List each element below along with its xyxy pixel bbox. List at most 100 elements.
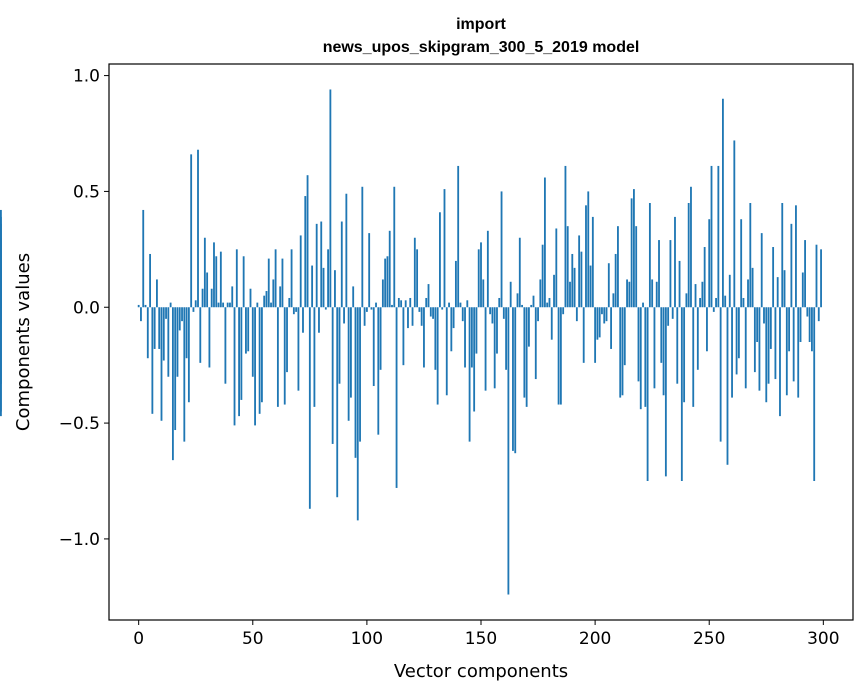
- bar: [427, 284, 430, 308]
- bar: [425, 297, 428, 308]
- bar: [231, 286, 234, 308]
- bar: [365, 307, 368, 312]
- bar: [322, 267, 325, 308]
- bar: [391, 304, 393, 308]
- y-tick-label: −1.0: [59, 530, 100, 550]
- bar: [375, 302, 377, 308]
- bar: [441, 307, 444, 310]
- bar: [270, 302, 272, 308]
- bar: [785, 307, 788, 396]
- bar: [760, 233, 763, 308]
- bar: [731, 307, 733, 398]
- bar: [820, 249, 822, 308]
- bar: [480, 242, 482, 308]
- bar: [546, 302, 549, 308]
- bar: [470, 307, 473, 368]
- x-tick-label: 100: [351, 629, 383, 649]
- bar: [548, 297, 551, 308]
- bar: [582, 307, 585, 363]
- bar: [804, 240, 806, 308]
- bar: [411, 307, 414, 326]
- bar: [653, 307, 656, 389]
- bar: [286, 307, 288, 373]
- bar: [249, 288, 252, 308]
- bar: [514, 307, 517, 454]
- bar: [329, 89, 332, 308]
- bar: [774, 307, 777, 380]
- bar: [263, 295, 266, 308]
- bar: [452, 307, 455, 329]
- bar: [185, 307, 188, 359]
- bar: [313, 307, 316, 407]
- bar: [537, 307, 539, 322]
- bar: [395, 307, 398, 488]
- bar: [334, 270, 336, 308]
- bar: [340, 221, 343, 308]
- bar: [281, 258, 284, 308]
- bar: [190, 154, 193, 308]
- bar: [637, 307, 640, 382]
- bar: [772, 247, 775, 308]
- bar: [229, 302, 231, 308]
- bar: [176, 307, 179, 377]
- bar: [751, 267, 754, 308]
- bar: [466, 300, 469, 308]
- bar: [733, 140, 736, 308]
- bar: [272, 279, 275, 308]
- bar: [562, 307, 565, 315]
- x-tick-label: 50: [242, 629, 264, 649]
- bar: [206, 272, 209, 308]
- bar: [799, 307, 802, 342]
- bar: [283, 307, 286, 405]
- bar: [331, 307, 334, 444]
- bar: [242, 256, 245, 308]
- bar: [500, 191, 503, 308]
- bar: [530, 304, 533, 308]
- bar: [585, 205, 587, 308]
- bar: [311, 265, 314, 308]
- bar: [648, 203, 651, 308]
- bar: [407, 307, 409, 329]
- bar: [420, 307, 423, 326]
- bar: [416, 249, 419, 308]
- bar: [525, 307, 528, 407]
- bar: [687, 203, 690, 308]
- bar: [694, 284, 697, 308]
- bar: [703, 247, 706, 308]
- x-axis: 0 50 100 150 200 250 300: [133, 620, 840, 649]
- bar: [790, 223, 793, 308]
- bar: [336, 307, 339, 498]
- bar: [591, 216, 594, 308]
- bar: [710, 165, 713, 308]
- bar: [737, 307, 740, 359]
- bar: [370, 307, 373, 310]
- bar: [477, 249, 480, 308]
- bar: [201, 288, 204, 308]
- bar: [308, 307, 311, 509]
- bar: [539, 279, 542, 308]
- bar: [555, 228, 558, 308]
- bar: [194, 300, 197, 308]
- bar: [258, 307, 261, 414]
- bar: [763, 307, 765, 324]
- bar: [776, 277, 779, 308]
- bar: [192, 307, 195, 312]
- bar: [605, 307, 608, 322]
- bar: [0, 216, 2, 308]
- bar: [468, 307, 471, 442]
- bar: [493, 307, 496, 389]
- y-axis-label: Components values: [13, 253, 34, 431]
- bar: [612, 293, 615, 308]
- bar: [507, 307, 510, 595]
- bar: [521, 304, 523, 308]
- bar: [142, 209, 145, 308]
- y-tick-label: 0.0: [73, 298, 100, 318]
- bar: [617, 226, 619, 308]
- bar: [735, 307, 738, 375]
- bar: [639, 307, 642, 410]
- bar: [601, 307, 603, 315]
- bar: [381, 279, 384, 308]
- bar: [439, 212, 441, 308]
- bar: [445, 307, 448, 396]
- bar: [753, 307, 756, 373]
